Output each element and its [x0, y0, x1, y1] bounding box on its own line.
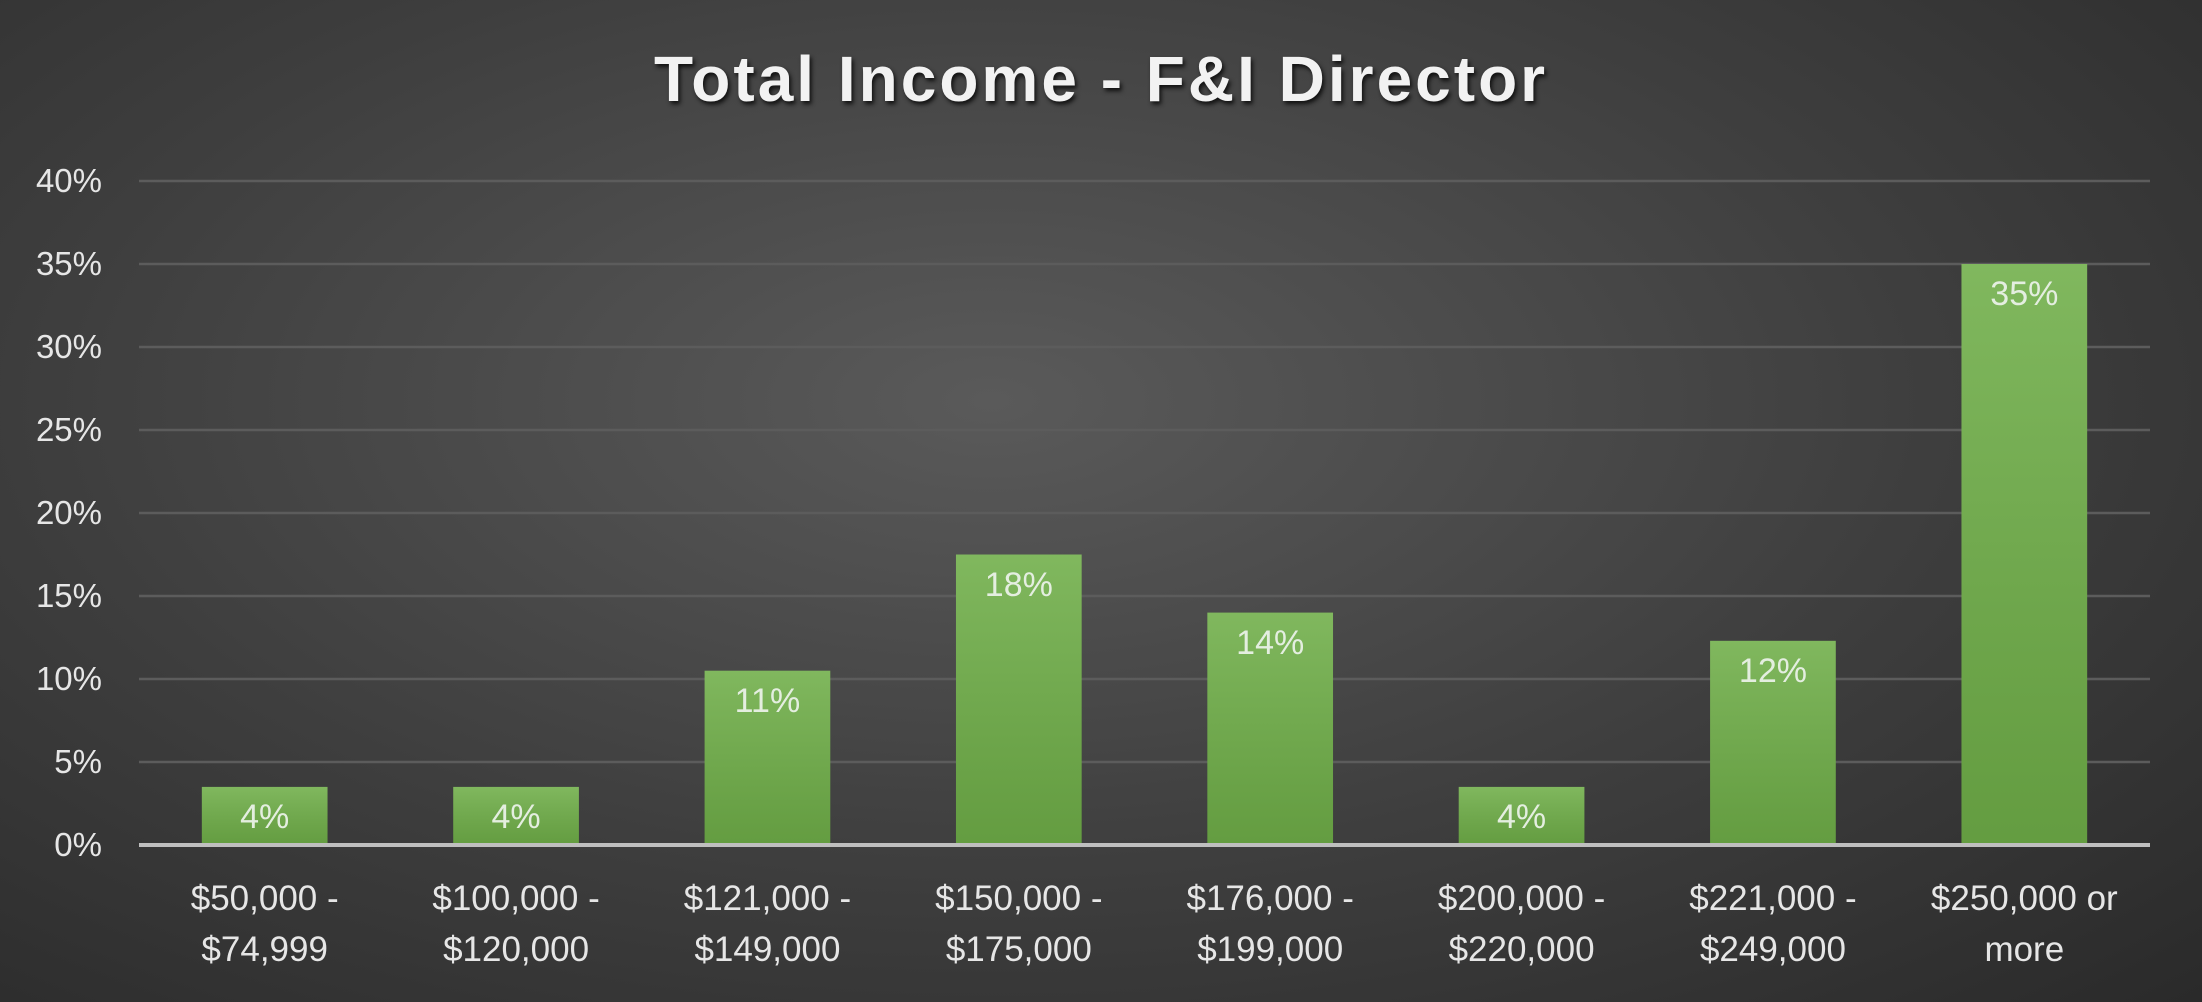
- y-tick-label: 35%: [35, 245, 102, 282]
- value-label: 35%: [1990, 275, 2059, 313]
- x-tick-label: $121,000 - $149,000: [683, 879, 852, 969]
- x-tick-label: $200,000 - $220,000: [1437, 879, 1606, 969]
- bar-shade: [955, 554, 1082, 845]
- value-label: 18%: [984, 565, 1053, 604]
- x-tick-label: $221,000 - $249,000: [1689, 879, 1857, 969]
- y-tick-label: 25%: [35, 411, 102, 448]
- x-tick-label: $150,000 - $175,000: [935, 879, 1103, 969]
- value-label: 11%: [734, 681, 801, 720]
- value-label: 4%: [491, 797, 541, 836]
- value-label: 12%: [1738, 651, 1807, 690]
- y-tick-label: 5%: [54, 743, 102, 780]
- x-tick-label: $50,000 - $74,999: [190, 879, 339, 969]
- bar-shade: [201, 786, 328, 845]
- value-label: 4%: [240, 797, 290, 836]
- y-tick-label: 0%: [54, 826, 102, 863]
- bar-shade: [704, 670, 831, 845]
- x-tick-label: $176,000 - $199,000: [1186, 879, 1354, 969]
- y-tick-label: 10%: [35, 660, 102, 697]
- y-tick-label: 20%: [35, 494, 102, 531]
- x-tick-label: $100,000 - $120,000: [432, 879, 600, 969]
- bar-shade: [1207, 612, 1334, 845]
- bar-shade: [1458, 786, 1585, 845]
- bar-shade: [1710, 640, 1836, 845]
- bar-shade: [453, 786, 579, 845]
- y-tick-label: 40%: [35, 162, 102, 199]
- value-label: 14%: [1236, 623, 1305, 662]
- value-label: 4%: [1496, 797, 1547, 836]
- x-tick-label: $250,000 or more: [1930, 879, 2118, 969]
- chart-title: Total Income - F&I Director: [653, 43, 1549, 115]
- bar-shade: [1961, 264, 2088, 845]
- y-tick-label: 30%: [35, 328, 102, 365]
- y-tick-label: 15%: [35, 577, 102, 614]
